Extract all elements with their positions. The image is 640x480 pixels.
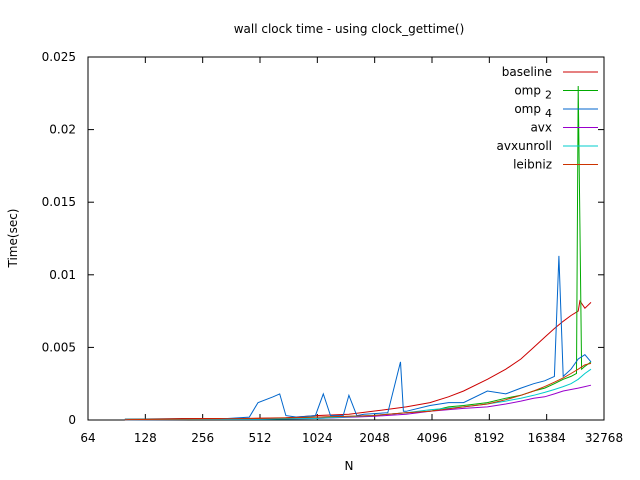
- y-axis-label: Time(sec): [6, 209, 20, 269]
- y-axis-ticks: 0 0.005 0.01 0.015 0.02 0.025: [42, 50, 604, 427]
- y-tick-label: 0.015: [42, 195, 76, 209]
- chart-title: wall clock time - using clock_gettime(): [234, 22, 465, 36]
- legend-label: omp 2: [514, 84, 552, 102]
- series-line-omp-2: [124, 85, 592, 420]
- x-tick-label: 4096: [417, 431, 448, 445]
- x-tick-label: 512: [249, 431, 272, 445]
- x-axis-ticks: 64 128 256 512 1024 2048 4096 8192 16384 32768: [80, 57, 623, 445]
- y-tick-label: 0.01: [49, 268, 76, 282]
- x-tick-label: 1024: [302, 431, 333, 445]
- x-tick-label: 8192: [474, 431, 505, 445]
- y-tick-label: 0.005: [42, 340, 76, 354]
- series-line-avxunroll: [124, 368, 592, 421]
- y-tick-label: 0.025: [42, 50, 76, 64]
- legend-label: baseline: [502, 65, 552, 79]
- x-axis-label: N: [345, 459, 354, 473]
- x-tick-label: 32768: [585, 431, 623, 445]
- plot-frame: [87, 56, 605, 421]
- x-tick-label: 64: [80, 431, 95, 445]
- x-tick-label: 16384: [528, 431, 566, 445]
- series-line-omp-4: [124, 255, 592, 420]
- legend-label: omp 4: [514, 102, 552, 120]
- x-tick-label: 2048: [359, 431, 390, 445]
- x-tick-label: 256: [191, 431, 214, 445]
- y-tick-label: 0.02: [49, 123, 76, 137]
- legend-label: avx: [530, 121, 552, 135]
- legend-label: avxunroll: [497, 139, 552, 153]
- legend-label: leibniz: [513, 158, 552, 172]
- series-line-leibniz: [124, 362, 592, 421]
- y-tick-label: 0: [68, 413, 76, 427]
- series-line-avx: [124, 384, 592, 421]
- series-lines: [124, 85, 592, 421]
- x-tick-label: 128: [134, 431, 157, 445]
